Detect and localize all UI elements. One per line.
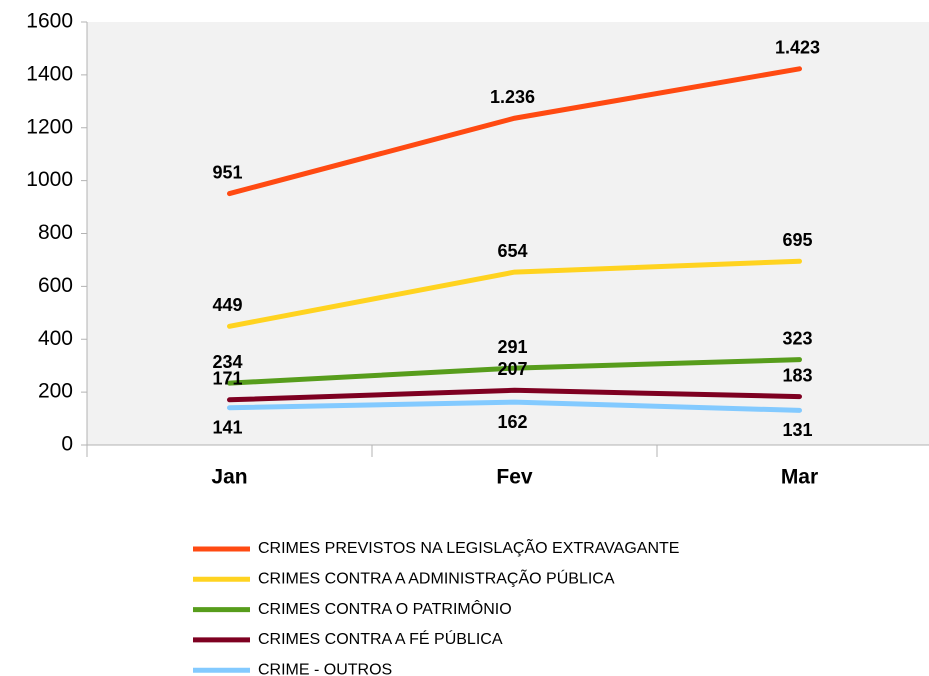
data-label: 695 <box>782 230 812 250</box>
data-label: 131 <box>782 420 812 440</box>
y-tick-label: 600 <box>38 274 73 297</box>
series-line <box>227 357 802 386</box>
y-tick-label: 800 <box>38 221 73 244</box>
data-label: 449 <box>212 295 242 315</box>
data-label: 141 <box>212 417 242 437</box>
series-line <box>227 66 802 197</box>
data-label: 323 <box>782 328 812 348</box>
plot-area <box>87 22 929 445</box>
data-label: 1.236 <box>490 87 535 107</box>
y-tick-label: 1600 <box>26 10 73 33</box>
y-tick-label: 0 <box>61 433 73 456</box>
legend-label: CRIMES CONTRA A ADMINISTRAÇÃO PÚBLICA <box>258 568 615 588</box>
data-label: 234 <box>212 352 242 372</box>
x-tick-label: Jan <box>211 466 247 489</box>
x-tick-label: Fev <box>496 466 533 489</box>
data-label: 171 <box>212 369 242 389</box>
data-label: 183 <box>782 365 812 385</box>
data-label: 291 <box>497 337 527 357</box>
legend-label: CRIME - OUTROS <box>258 661 392 676</box>
y-tick-label: 400 <box>38 327 73 350</box>
x-tick-label: Mar <box>781 466 818 489</box>
legend-label: CRIMES CONTRA A FÉ PÚBLICA <box>258 629 503 648</box>
y-tick-label: 200 <box>38 380 73 403</box>
data-label: 162 <box>497 412 527 432</box>
series-line <box>227 399 802 413</box>
data-label: 207 <box>497 359 527 379</box>
data-label: 654 <box>497 241 527 261</box>
data-label: 1.423 <box>775 38 820 58</box>
series-line <box>227 387 802 403</box>
series-line <box>227 258 802 329</box>
legend-label: CRIMES PREVISTOS NA LEGISLAÇÃO EXTRAVAGA… <box>258 537 679 557</box>
y-tick-label: 1200 <box>26 115 73 138</box>
y-tick-label: 1000 <box>26 168 73 191</box>
y-tick-label: 1400 <box>26 62 73 85</box>
data-label: 951 <box>212 162 242 182</box>
legend-label: CRIMES CONTRA O PATRIMÔNIO <box>258 599 512 618</box>
